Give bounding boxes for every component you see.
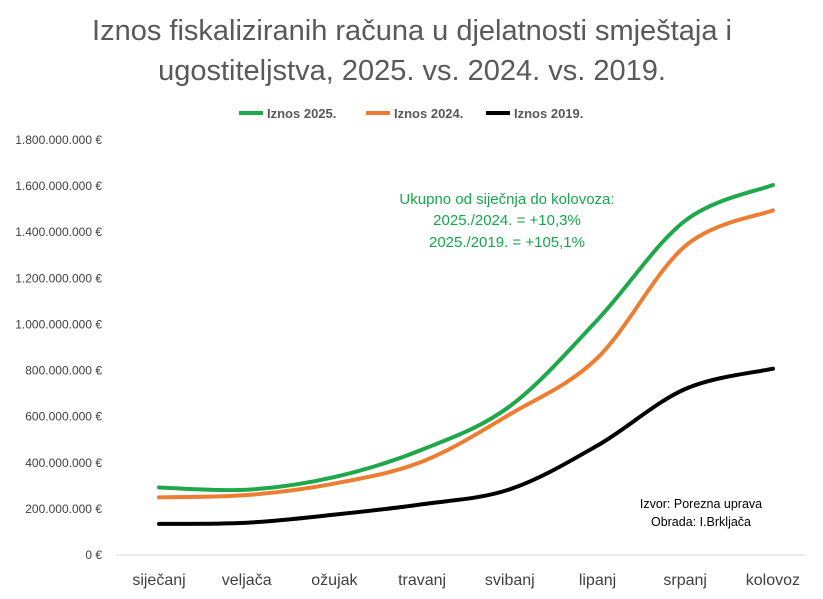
x-tick-label: travanj: [398, 572, 446, 589]
series-line-2025: [157, 182, 775, 493]
chart-title-line-1: Iznos fiskaliziranih računa u djelatnost…: [92, 15, 732, 47]
x-axis-ticks: siječanj veljača ožujak travanj svibanj lipan…: [132, 572, 800, 589]
legend-label-2025: Iznos 2025.: [267, 106, 336, 121]
chart-title-line-2: ugostiteljstva, 2025. vs. 2024. vs. 2019…: [158, 55, 666, 87]
x-tick-label: svibanj: [485, 572, 535, 589]
legend-label-2024: Iznos 2024.: [394, 106, 463, 121]
y-axis-ticks: 0 € 200.000.000 € 400.000.000 € 600.000.000…: [15, 133, 102, 562]
legend-label-2019: Iznos 2019.: [514, 106, 583, 121]
x-tick-label: siječanj: [132, 572, 185, 589]
source-line-1: Izvor: Porezna uprava: [640, 497, 762, 511]
y-tick-label: 400.000.000 €: [25, 456, 102, 470]
source-note: Izvor: Porezna uprava Obrada: I.Brkljača: [640, 497, 762, 529]
y-tick-label: 0 €: [85, 548, 102, 562]
y-tick-label: 1.400.000.000 €: [15, 225, 102, 239]
x-tick-label: lipanj: [579, 572, 616, 589]
series-line-2024: [157, 208, 775, 500]
y-tick-label: 800.000.000 €: [25, 364, 102, 378]
x-tick-label: veljača: [222, 572, 272, 589]
x-tick-label: kolovoz: [746, 572, 800, 589]
annotation-line-2: 2025./2024. = +10,3%: [433, 212, 581, 229]
y-tick-label: 600.000.000 €: [25, 410, 102, 424]
x-tick-label: srpanj: [663, 572, 707, 589]
legend: Iznos 2025. Iznos 2024. Iznos 2019.: [239, 106, 583, 121]
y-tick-label: 1.600.000.000 €: [15, 179, 102, 193]
annotation-line-3: 2025./2019. = +105,1%: [429, 234, 585, 251]
y-tick-label: 1.200.000.000 €: [15, 271, 102, 285]
annotation: Ukupno od siječnja do kolovoza: 2025./20…: [399, 191, 614, 251]
series-line-2019: [157, 366, 775, 526]
y-tick-label: 1.000.000.000 €: [15, 317, 102, 331]
y-tick-label: 200.000.000 €: [25, 502, 102, 516]
source-line-2: Obrada: I.Brkljača: [651, 515, 751, 529]
x-tick-label: ožujak: [311, 572, 358, 589]
series-lines: [157, 182, 775, 526]
annotation-line-1: Ukupno od siječnja do kolovoza:: [399, 191, 614, 208]
y-tick-label: 1.800.000.000 €: [15, 133, 102, 147]
